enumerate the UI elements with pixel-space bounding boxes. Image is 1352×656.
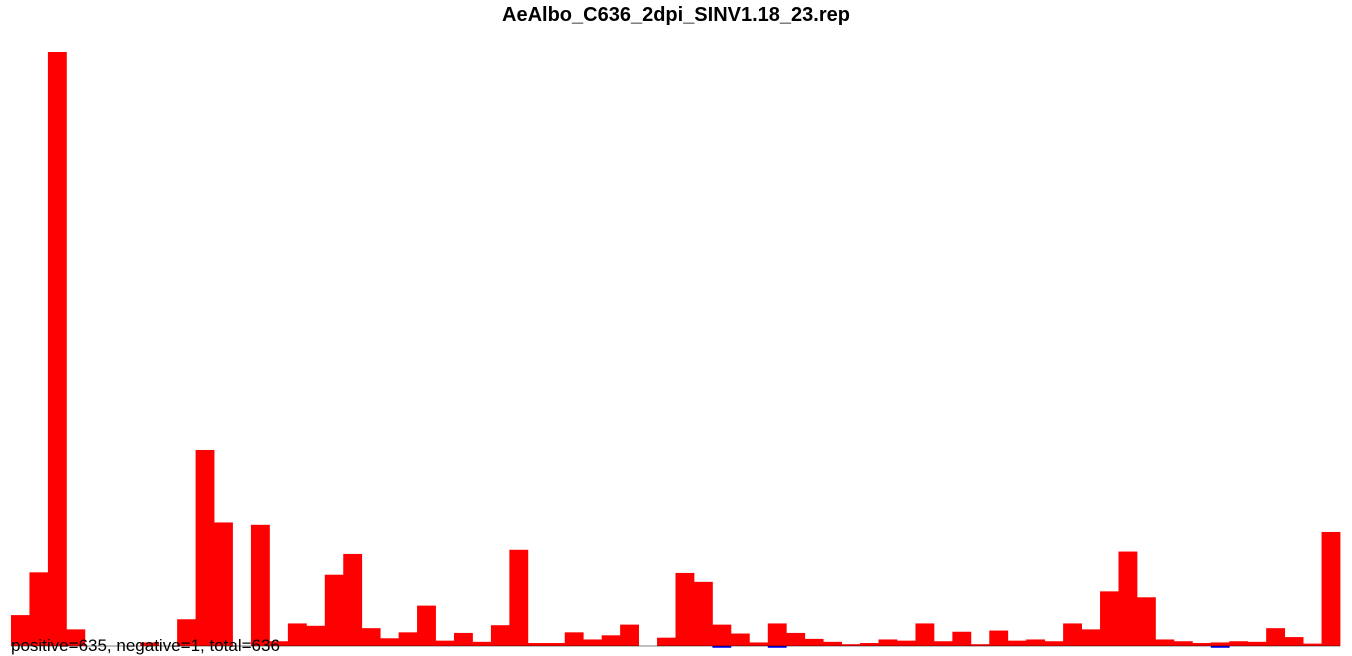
bar-positive-61 [1136, 597, 1156, 646]
bar-positive-22 [417, 605, 436, 646]
bar-positive-27 [509, 549, 529, 646]
bar-positive-66 [1229, 641, 1249, 646]
bar-positive-15 [287, 623, 307, 646]
bar-negative-38 [712, 646, 732, 648]
bar-positive-46 [860, 643, 879, 646]
bar-positive-28 [527, 643, 547, 646]
bar-positive-21 [398, 632, 418, 646]
bar-positive-65 [1210, 642, 1230, 646]
bar-positive-56 [1044, 641, 1064, 646]
bar-positive-3 [66, 629, 86, 646]
bar-positive-42 [786, 632, 806, 646]
bar-positive-68 [1266, 628, 1286, 646]
bar-positive-7 [140, 642, 160, 646]
bar-positive-24 [454, 632, 473, 646]
bar-positive-59 [1100, 591, 1119, 646]
bar-positive-70 [1303, 643, 1322, 646]
bar-positive-0 [11, 615, 30, 646]
bar-positive-47 [878, 639, 898, 646]
bar-positive-64 [1192, 643, 1212, 646]
bar-positive-13 [250, 524, 270, 646]
bar-positive-31 [583, 639, 603, 646]
bar-positive-45 [841, 644, 861, 646]
bar-positive-25 [472, 641, 492, 646]
bar-positive-44 [823, 641, 843, 646]
bar-positive-51 [952, 631, 972, 646]
bar-positive-26 [490, 625, 510, 646]
bar-positive-30 [564, 632, 584, 646]
bar-positive-38 [712, 624, 732, 646]
bar-positive-48 [897, 640, 916, 646]
bar-positive-53 [989, 630, 1009, 646]
bar-positive-2 [47, 52, 67, 646]
chart-title: AeAlbo_C636_2dpi_SINV1.18_23.rep [502, 4, 850, 26]
bar-negative-65 [1210, 646, 1230, 648]
bar-positive-69 [1284, 637, 1304, 646]
bar-positive-71 [1321, 531, 1341, 646]
bar-positive-39 [730, 633, 750, 646]
bar-positive-57 [1063, 623, 1082, 646]
bar-positive-33 [620, 624, 639, 646]
bar-positive-67 [1247, 641, 1267, 646]
bar-negative-41 [767, 646, 787, 648]
bar-positive-9 [177, 619, 196, 646]
bar-positive-41 [767, 623, 787, 646]
bar-positive-10 [195, 449, 215, 646]
bar-positive-1 [29, 572, 49, 646]
bar-positive-62 [1155, 639, 1175, 646]
bar-positive-23 [435, 640, 455, 646]
bar-positive-14 [269, 641, 289, 646]
bar-positive-54 [1007, 640, 1027, 646]
bar-positive-63 [1173, 641, 1193, 646]
bar-positive-43 [804, 638, 824, 646]
footer-counts: positive=635, negative=1, total=636 [11, 636, 280, 655]
bar-positive-40 [749, 642, 769, 646]
bar-positive-36 [675, 572, 695, 646]
bar-positive-18 [343, 553, 363, 646]
bar-positive-52 [970, 644, 990, 646]
bar-positive-20 [380, 638, 400, 646]
bar-positive-49 [915, 623, 935, 646]
bar-positive-37 [693, 581, 713, 646]
bar-positive-50 [933, 641, 953, 646]
bar-positive-55 [1026, 639, 1046, 646]
bar-positive-11 [214, 522, 233, 646]
bar-positive-35 [657, 637, 676, 646]
bar-positive-29 [546, 643, 566, 646]
bar-positive-32 [601, 635, 621, 646]
bar-series [11, 52, 1341, 648]
bar-positive-19 [361, 628, 381, 646]
bar-positive-16 [306, 625, 326, 646]
bar-positive-17 [324, 574, 344, 646]
bar-positive-58 [1081, 629, 1101, 646]
bar-positive-60 [1118, 551, 1138, 646]
